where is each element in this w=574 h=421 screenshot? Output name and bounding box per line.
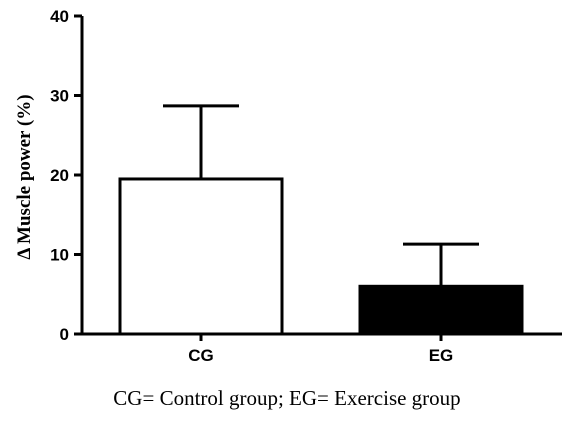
y-axis-label: Δ Muscle power (%): [14, 94, 35, 259]
chart-caption: CG= Control group; EG= Exercise group: [113, 386, 461, 410]
y-tick-label-40: 40: [50, 7, 69, 26]
y-tick-label-0: 0: [60, 325, 69, 344]
y-tick-label-30: 30: [50, 87, 69, 106]
bar-eg: [358, 284, 524, 336]
x-tick-label-cg: CG: [188, 346, 214, 365]
bar-cg: [118, 177, 284, 336]
y-tick-label-20: 20: [50, 166, 69, 185]
y-tick-label-10: 10: [50, 246, 69, 265]
plot-area: 0 10 20 30 40 CG EG: [50, 7, 562, 365]
x-tick-label-eg: EG: [429, 346, 454, 365]
